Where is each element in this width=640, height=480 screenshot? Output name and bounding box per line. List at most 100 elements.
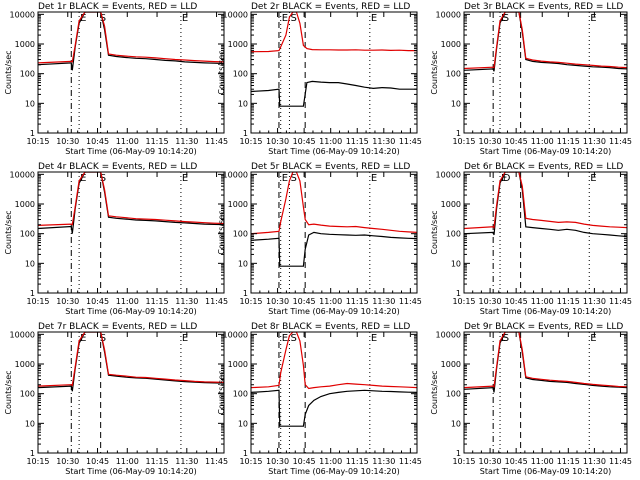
x-tick-label: 11:00 — [531, 137, 554, 146]
y-tick-label: 100 — [20, 70, 35, 79]
x-tick-label: 10:15 — [239, 457, 262, 466]
series-lld-line — [251, 12, 417, 53]
event-marker-label: E — [501, 13, 507, 24]
x-tick-label: 10:30 — [479, 457, 502, 466]
y-tick-label: 1 — [243, 289, 248, 298]
y-axis-label: Counts/sec — [4, 50, 13, 94]
plot-frame — [250, 171, 418, 294]
event-marker-label: E — [501, 333, 507, 344]
detector-panel-4: E E S 10:15 10:30 10:45 11:00 11:15 11:30 11:45 1 1… — [4, 162, 228, 316]
y-tick-label: 1000 — [441, 200, 461, 209]
detector-panel-8: E S E10:15 10:30 10:45 11:00 11:15 11:30 11:4511… — [217, 322, 422, 476]
x-tick-label: 11:00 — [319, 137, 342, 146]
y-axis-label: Counts/sec — [430, 370, 439, 414]
event-marker-label: D — [503, 173, 511, 184]
x-tick-label: 10:30 — [266, 137, 289, 146]
chart-title: Det 5r BLACK = Events, RED = LLD — [251, 162, 410, 172]
x-tick-label: 11:15 — [557, 297, 580, 306]
event-marker-label: S — [100, 333, 106, 344]
y-tick-label: 10 — [451, 99, 461, 108]
chart-title: Det 9r BLACK = Events, RED = LLD — [464, 322, 623, 332]
x-tick-label: 11:15 — [146, 297, 169, 306]
series-lld-line — [251, 332, 417, 390]
x-tick-label: 10:15 — [452, 137, 475, 146]
chart-title: Det 4r BLACK = Events, RED = LLD — [38, 162, 197, 172]
x-tick-label: 11:00 — [531, 297, 554, 306]
x-tick-label: 11:15 — [346, 137, 369, 146]
x-tick-label: 10:30 — [479, 297, 502, 306]
y-axis-label: Counts/sec — [217, 50, 226, 94]
series-lld-line — [38, 172, 224, 226]
event-marker-label: E — [282, 13, 288, 24]
x-tick-label: 11:00 — [531, 457, 554, 466]
event-marker-label: S — [503, 333, 509, 344]
event-marker-label: S — [290, 173, 296, 184]
series-events-line — [251, 389, 417, 427]
x-tick-label: 10:15 — [452, 297, 475, 306]
event-marker-label: E — [182, 13, 188, 24]
x-tick-label: 10:45 — [293, 297, 316, 306]
plot-frame — [37, 171, 225, 294]
plot-frame — [37, 331, 225, 454]
x-tick-label: 11:45 — [399, 457, 422, 466]
event-marker-label: E — [182, 333, 188, 344]
x-tick-label: 11:45 — [609, 457, 632, 466]
y-tick-label: 100 — [446, 230, 461, 239]
x-axis-label: Start Time (06-May-09 10:14:20) — [268, 147, 399, 156]
y-tick-label: 1000 — [15, 200, 35, 209]
chart-title: Det 8r BLACK = Events, RED = LLD — [251, 322, 410, 332]
event-marker-label: E — [182, 173, 188, 184]
event-marker-label: S — [503, 13, 509, 24]
x-tick-label: 10:30 — [479, 137, 502, 146]
y-tick-label: 1 — [456, 449, 461, 458]
y-tick-label: 1 — [456, 129, 461, 138]
x-tick-label: 11:15 — [346, 297, 369, 306]
x-tick-label: 10:30 — [266, 297, 289, 306]
x-axis-label: Start Time (06-May-09 10:14:20) — [65, 147, 196, 156]
x-tick-label: 10:30 — [56, 137, 79, 146]
x-tick-label: 10:45 — [505, 297, 528, 306]
y-tick-label: 10 — [238, 99, 248, 108]
event-marker-label: E — [282, 173, 288, 184]
x-axis-label: Start Time (06-May-09 10:14:20) — [268, 467, 399, 476]
series-lld-line — [464, 172, 627, 230]
y-tick-label: 1000 — [15, 360, 35, 369]
y-axis-label: Counts/sec — [217, 370, 226, 414]
y-tick-label: 10000 — [436, 170, 461, 179]
plot-frame — [250, 11, 418, 134]
x-tick-label: 11:30 — [372, 137, 395, 146]
y-tick-label: 1 — [30, 129, 35, 138]
x-axis-label: Start Time (06-May-09 10:14:20) — [65, 307, 196, 316]
event-marker-label: E — [80, 173, 86, 184]
y-tick-label: 1000 — [441, 360, 461, 369]
y-tick-label: 100 — [20, 390, 35, 399]
y-tick-label: 10000 — [223, 330, 248, 339]
y-tick-label: 100 — [233, 70, 248, 79]
x-tick-label: 10:15 — [26, 137, 49, 146]
event-marker-label: S — [290, 333, 296, 344]
x-tick-label: 10:45 — [86, 297, 109, 306]
x-tick-label: 11:15 — [146, 457, 169, 466]
x-tick-label: 11:30 — [583, 297, 606, 306]
y-tick-label: 10000 — [223, 170, 248, 179]
y-tick-label: 1000 — [228, 40, 248, 49]
chart-title: Det 3r BLACK = Events, RED = LLD — [464, 2, 623, 12]
plot-frame — [463, 171, 628, 294]
event-marker-label: E — [590, 333, 596, 344]
y-tick-label: 1000 — [441, 40, 461, 49]
detector-panel-7: E E S 10:15 10:30 10:45 11:00 11:15 11:30 11:45 1 1… — [4, 322, 228, 476]
y-tick-label: 100 — [20, 230, 35, 239]
x-tick-label: 10:30 — [266, 457, 289, 466]
y-tick-label: 1 — [243, 449, 248, 458]
series-events-line — [464, 12, 627, 72]
series-events-line — [251, 80, 417, 107]
x-tick-label: 10:15 — [26, 457, 49, 466]
x-tick-label: 11:30 — [583, 137, 606, 146]
y-axis-label: Counts/sec — [4, 210, 13, 254]
x-tick-label: 11:15 — [557, 457, 580, 466]
event-marker-label: E — [80, 13, 86, 24]
x-tick-label: 11:45 — [205, 297, 228, 306]
event-marker-label: E — [501, 173, 507, 184]
x-tick-label: 11:30 — [175, 137, 198, 146]
